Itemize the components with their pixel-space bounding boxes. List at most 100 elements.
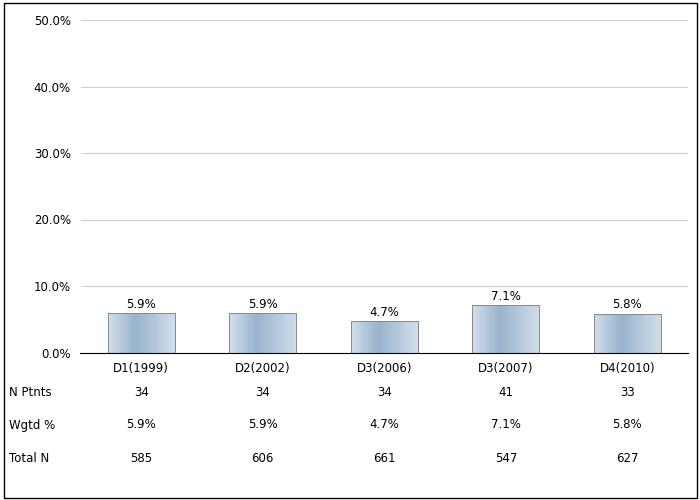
Text: Wgtd %: Wgtd % <box>9 418 55 432</box>
Bar <box>486 306 487 352</box>
Bar <box>136 314 138 352</box>
Text: 41: 41 <box>498 386 513 399</box>
Bar <box>491 306 493 352</box>
Bar <box>473 306 474 352</box>
Bar <box>613 314 614 352</box>
Bar <box>270 314 271 352</box>
Bar <box>626 314 628 352</box>
Bar <box>509 306 510 352</box>
Bar <box>405 321 406 352</box>
Bar <box>494 306 495 352</box>
Bar <box>251 314 252 352</box>
Bar <box>526 306 527 352</box>
Bar <box>241 314 243 352</box>
Bar <box>279 314 280 352</box>
Bar <box>354 321 356 352</box>
Bar <box>368 321 369 352</box>
Bar <box>597 314 598 352</box>
Bar <box>121 314 122 352</box>
Bar <box>260 314 261 352</box>
Bar <box>528 306 529 352</box>
Bar <box>161 314 162 352</box>
Bar <box>395 321 397 352</box>
Bar <box>403 321 405 352</box>
Bar <box>140 314 141 352</box>
Bar <box>146 314 147 352</box>
Bar <box>651 314 652 352</box>
Bar <box>484 306 485 352</box>
Bar <box>603 314 604 352</box>
Bar <box>508 306 510 352</box>
Bar <box>279 314 281 352</box>
Bar <box>361 321 363 352</box>
Bar <box>351 321 352 352</box>
Bar <box>109 314 111 352</box>
Bar <box>653 314 654 352</box>
Bar <box>283 314 284 352</box>
Bar <box>159 314 160 352</box>
Bar <box>516 306 517 352</box>
Bar <box>147 314 148 352</box>
Bar <box>370 321 371 352</box>
Bar <box>634 314 636 352</box>
Bar <box>274 314 275 352</box>
Bar <box>129 314 130 352</box>
Bar <box>388 321 389 352</box>
Bar <box>134 314 135 352</box>
Bar <box>260 314 262 352</box>
Bar <box>262 314 263 352</box>
Bar <box>266 314 267 352</box>
Bar <box>610 314 611 352</box>
Bar <box>235 314 237 352</box>
Bar <box>367 321 368 352</box>
Bar <box>166 314 167 352</box>
Bar <box>264 314 265 352</box>
Bar <box>480 306 482 352</box>
Bar <box>657 314 658 352</box>
Bar <box>253 314 254 352</box>
Bar <box>230 314 296 352</box>
Bar <box>230 314 231 352</box>
Bar <box>495 306 496 352</box>
Bar <box>373 321 374 352</box>
Bar <box>405 321 407 352</box>
Bar <box>594 314 661 352</box>
Bar <box>246 314 247 352</box>
Bar <box>172 314 174 352</box>
Bar <box>501 306 503 352</box>
Bar <box>377 321 379 352</box>
Bar <box>416 321 418 352</box>
Bar <box>635 314 636 352</box>
Bar <box>507 306 508 352</box>
Bar <box>531 306 533 352</box>
Bar <box>112 314 113 352</box>
Bar <box>377 321 378 352</box>
Bar <box>400 321 401 352</box>
Bar <box>622 314 623 352</box>
Bar <box>633 314 634 352</box>
Bar <box>475 306 476 352</box>
Bar <box>499 306 500 352</box>
Bar <box>654 314 655 352</box>
Bar <box>594 314 595 352</box>
Bar <box>142 314 144 352</box>
Bar <box>164 314 166 352</box>
Bar <box>169 314 171 352</box>
Bar <box>629 314 631 352</box>
Bar <box>413 321 414 352</box>
Text: 5.9%: 5.9% <box>248 298 278 310</box>
Bar <box>399 321 400 352</box>
Bar <box>389 321 390 352</box>
Bar <box>529 306 531 352</box>
Bar <box>386 321 388 352</box>
Bar <box>397 321 398 352</box>
Bar <box>383 321 384 352</box>
Bar <box>636 314 638 352</box>
Bar <box>356 321 357 352</box>
Bar <box>391 321 392 352</box>
Text: 34: 34 <box>134 386 148 399</box>
Bar <box>524 306 525 352</box>
Bar <box>293 314 294 352</box>
Bar <box>527 306 528 352</box>
Bar <box>616 314 617 352</box>
